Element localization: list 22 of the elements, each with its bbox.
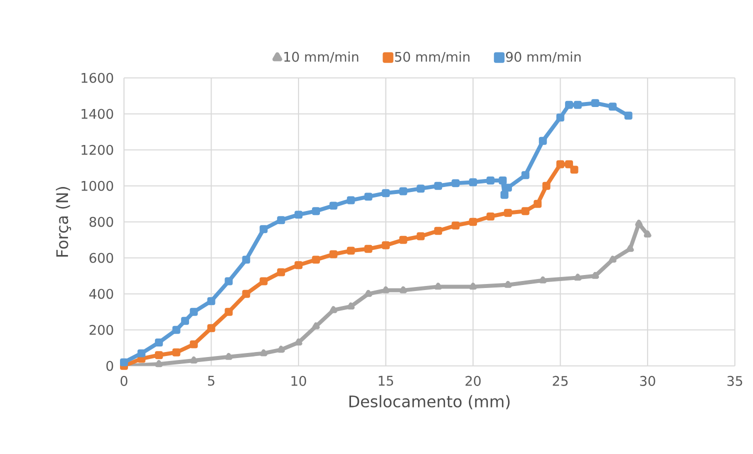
x-tick-label: 0: [120, 376, 128, 386]
x-tick-label: 35: [727, 376, 742, 386]
y-tick-label: 200: [90, 324, 114, 335]
y-axis-title: Força (N): [56, 186, 72, 257]
x-tick-label: 20: [466, 376, 481, 386]
x-tick-label: 25: [552, 376, 568, 386]
y-tick-label: 800: [90, 216, 114, 227]
y-tick-label: 1200: [82, 144, 114, 155]
y-tick-label: 600: [90, 252, 114, 263]
y-tick-label: 1000: [82, 180, 114, 191]
legend-label: 50 mm/min: [395, 52, 470, 63]
x-axis-title: Deslocamento (mm): [349, 395, 510, 410]
legend-label: 10 mm/min: [284, 52, 358, 63]
y-tick-label: 1600: [82, 72, 114, 83]
x-tick-label: 30: [640, 376, 656, 386]
legend-label: 90 mm/min: [506, 52, 581, 63]
y-tick-label: 0: [106, 360, 114, 371]
x-tick-label: 15: [378, 376, 394, 386]
y-tick-label: 1400: [82, 108, 114, 119]
x-tick-label: 5: [208, 376, 214, 386]
y-tick-label: 400: [89, 288, 114, 299]
x-tick-label: 10: [292, 376, 306, 386]
